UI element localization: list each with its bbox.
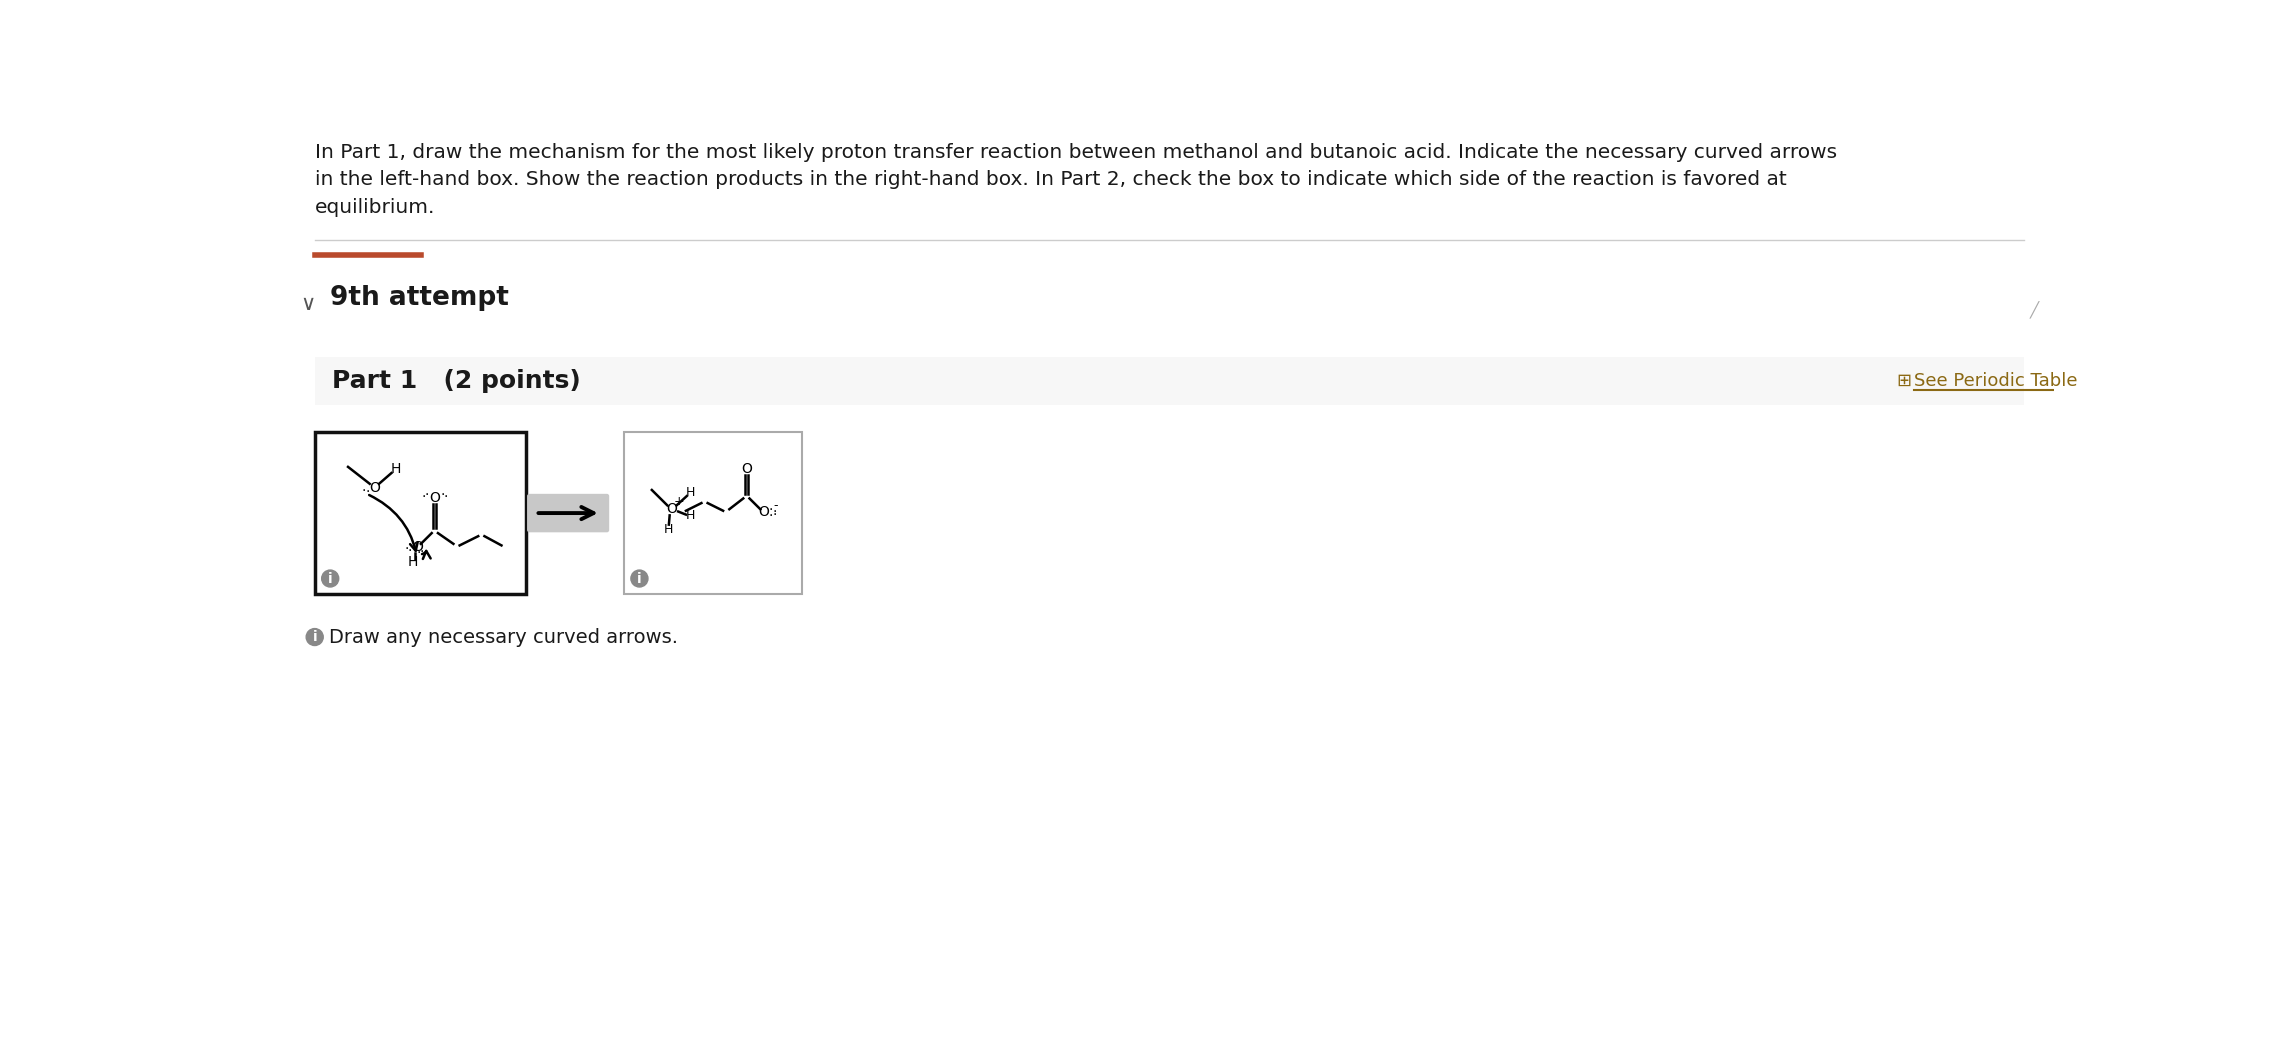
Bar [623, 432, 803, 594]
Text: O: O [370, 481, 379, 495]
Bar [315, 432, 525, 594]
Text: ·: · [365, 485, 370, 499]
FancyBboxPatch shape [315, 356, 2024, 405]
Text: i: i [313, 630, 317, 645]
Text: equilibrium.: equilibrium. [315, 198, 436, 217]
Text: H: H [664, 523, 673, 536]
Text: O: O [758, 505, 769, 520]
FancyArrowPatch shape [422, 551, 431, 559]
Text: ·: · [769, 509, 774, 523]
Text: ·: · [404, 542, 408, 556]
Text: In Part 1, draw the mechanism for the most likely proton transfer reaction betwe: In Part 1, draw the mechanism for the mo… [315, 143, 1837, 161]
Text: ·: · [424, 488, 429, 502]
Text: O: O [429, 490, 440, 505]
Text: ⊞: ⊞ [1896, 372, 1912, 390]
Text: ·: · [422, 489, 427, 504]
Text: H: H [408, 555, 418, 569]
Text: Part 1   (2 points): Part 1 (2 points) [331, 369, 580, 393]
Text: ∨: ∨ [301, 293, 315, 313]
Text: ·: · [361, 484, 365, 498]
Text: i: i [637, 571, 641, 586]
Text: See Periodic Table: See Periodic Table [1915, 372, 2079, 390]
Text: H: H [687, 486, 696, 499]
Text: ·: · [420, 545, 424, 559]
Text: H: H [390, 462, 402, 476]
Text: ·: · [408, 544, 413, 558]
Text: ·: · [769, 503, 774, 517]
Text: +: + [673, 495, 685, 508]
Text: ·: · [771, 507, 776, 522]
Text: O: O [742, 462, 751, 476]
Text: O: O [666, 502, 678, 517]
Text: ·: · [415, 546, 420, 560]
Text: i: i [329, 571, 333, 586]
Text: 9th attempt: 9th attempt [331, 285, 509, 311]
Text: ·: · [440, 488, 445, 502]
Text: in the left-hand box. Show the reaction products in the right-hand box. In Part : in the left-hand box. Show the reaction … [315, 171, 1787, 190]
Text: -: - [774, 499, 778, 511]
Text: ·: · [443, 489, 447, 504]
Text: Draw any necessary curved arrows.: Draw any necessary curved arrows. [329, 628, 678, 647]
Circle shape [630, 570, 648, 587]
Circle shape [306, 629, 324, 646]
Text: O: O [413, 540, 422, 554]
Circle shape [322, 570, 338, 587]
FancyArrowPatch shape [370, 495, 418, 551]
Text: ╱: ╱ [2029, 302, 2038, 319]
Text: ·: · [771, 504, 776, 519]
FancyBboxPatch shape [527, 494, 609, 532]
Text: H: H [687, 509, 696, 522]
